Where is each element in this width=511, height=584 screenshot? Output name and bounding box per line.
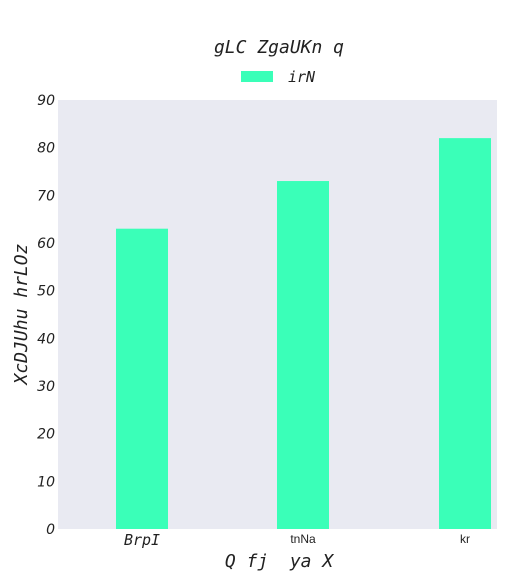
y-tick-label: 50 [37,284,55,300]
y-tick-label: 40 [37,331,55,347]
x-tick-label: kr [460,532,470,546]
x-axis-ticks: BrpI tnNa kr [124,531,470,549]
bar-BrpI [116,228,168,529]
x-tick-label: BrpI [124,531,160,549]
legend-label: irN [288,68,316,86]
y-tick-label: 10 [37,474,55,490]
chart-title: gLC ZgaUKn q [214,37,344,58]
y-axis-label: XcDJUhu hrLOz [11,244,32,387]
y-tick-label: 60 [37,236,55,252]
bars [116,138,491,530]
legend: irN [241,68,316,86]
y-tick-label: 80 [37,141,55,157]
bar-tnNa [277,181,329,530]
y-tick-label: 70 [37,188,55,204]
y-axis-ticks: 0 10 20 30 40 50 60 70 80 90 [37,93,55,538]
x-axis-label: Q fj ya X [225,551,335,572]
x-tick-label: tnNa [290,532,316,546]
y-tick-label: 30 [37,379,55,395]
bar-kr [439,138,491,529]
y-tick-label: 90 [37,93,55,109]
y-tick-label: 0 [46,522,55,538]
y-tick-label: 20 [37,427,55,443]
legend-swatch [241,71,273,82]
